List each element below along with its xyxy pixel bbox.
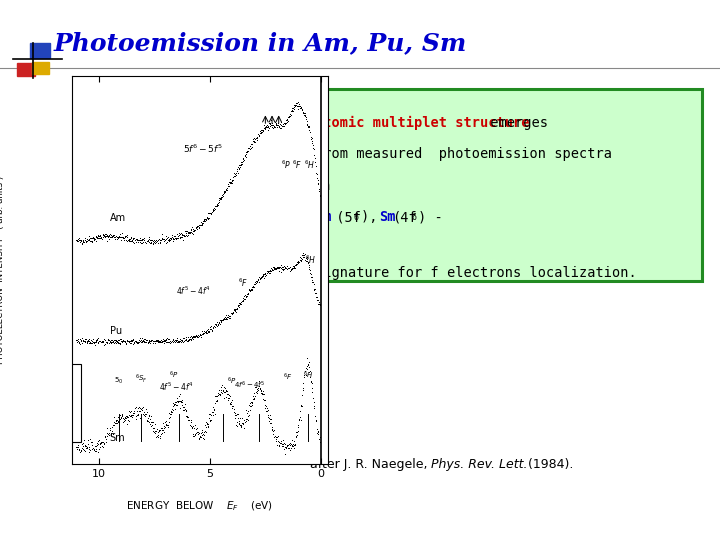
Text: $^6P$: $^6P$ — [282, 159, 292, 171]
Text: from measured  photoemission spectra: from measured photoemission spectra — [315, 147, 612, 161]
Text: (5f: (5f — [328, 210, 361, 224]
Text: $5_0$: $5_0$ — [114, 376, 123, 386]
Text: $^6P$: $^6P$ — [228, 376, 237, 387]
Text: after J. R. Naegele,: after J. R. Naegele, — [310, 458, 431, 471]
Text: $^6F$: $^6F$ — [283, 372, 292, 383]
Text: ) -: ) - — [418, 210, 444, 224]
Text: $^6H$: $^6H$ — [304, 159, 315, 171]
Text: Sm: Sm — [379, 210, 396, 224]
Bar — [30, 43, 50, 58]
Text: Phys. Rev. Lett.: Phys. Rev. Lett. — [431, 458, 527, 471]
Text: $4f^5-4f^4$: $4f^5-4f^4$ — [159, 380, 194, 393]
Text: Sm: Sm — [109, 433, 125, 443]
Text: $^6F$: $^6F$ — [292, 159, 302, 171]
Text: Signature for f electrons localization.: Signature for f electrons localization. — [315, 266, 637, 280]
Text: ENERGY  BELOW    $\mathit{E_F}$    (eV): ENERGY BELOW $\mathit{E_F}$ (eV) — [126, 500, 274, 513]
Text: in: in — [315, 179, 332, 193]
Text: (4f: (4f — [392, 210, 417, 224]
Text: $^6P$: $^6P$ — [169, 370, 179, 381]
Text: 6: 6 — [411, 213, 416, 222]
Bar — [0, 364, 81, 442]
Text: 6: 6 — [354, 213, 359, 222]
Text: Photoemission in Am, Pu, Sm: Photoemission in Am, Pu, Sm — [54, 31, 467, 55]
Text: Am: Am — [109, 213, 126, 224]
Text: (1984).: (1984). — [524, 458, 574, 471]
Text: $4f^5-4f^4$: $4f^5-4f^4$ — [176, 285, 211, 298]
Text: Atomic multiplet structure: Atomic multiplet structure — [315, 116, 530, 130]
FancyBboxPatch shape — [302, 89, 702, 281]
Bar — [17, 63, 35, 76]
Text: Pu: Pu — [109, 326, 122, 336]
Text: $^6S_F$: $^6S_F$ — [135, 372, 148, 384]
Text: $^6H$: $^6H$ — [303, 370, 314, 381]
Text: ),: ), — [361, 210, 385, 224]
Text: $^6F$: $^6F$ — [238, 277, 248, 289]
Bar — [32, 62, 49, 74]
Text: $4f^6-4f^5$: $4f^6-4f^5$ — [234, 380, 266, 391]
Text: emerges: emerges — [482, 116, 549, 130]
Text: $5f^6-5f^5$: $5f^6-5f^5$ — [183, 143, 223, 156]
Text: Am: Am — [315, 210, 332, 224]
Text: $^6H$: $^6H$ — [305, 254, 317, 266]
Text: PHOTOELECTRON  INTENSITY   ( arb. units ): PHOTOELECTRON INTENSITY ( arb. units ) — [0, 176, 5, 364]
